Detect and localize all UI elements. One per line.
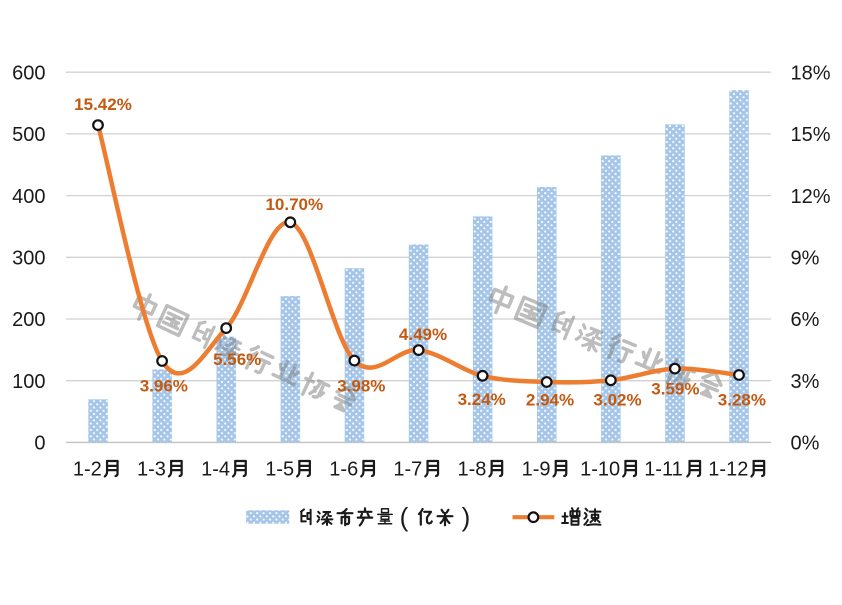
svg-text:(: ( [400, 502, 409, 532]
svg-text:100: 100 [12, 371, 45, 393]
svg-text:1-2: 1-2 [73, 459, 102, 481]
svg-text:200: 200 [12, 309, 45, 331]
svg-text:1-6: 1-6 [329, 459, 358, 481]
svg-text:15.42%: 15.42% [74, 95, 132, 114]
svg-text:1-8: 1-8 [458, 459, 487, 481]
svg-text:1-11: 1-11 [644, 459, 683, 481]
svg-text:3.24%: 3.24% [458, 390, 506, 409]
svg-text:5.56%: 5.56% [213, 350, 261, 369]
svg-text:1-10: 1-10 [580, 459, 620, 481]
svg-text:3.98%: 3.98% [337, 377, 385, 396]
svg-text:1-7: 1-7 [393, 459, 422, 481]
svg-text:500: 500 [12, 124, 45, 146]
svg-text:0%: 0% [791, 433, 820, 455]
svg-text:12%: 12% [791, 186, 831, 208]
svg-text:3.96%: 3.96% [140, 377, 188, 396]
svg-text:4.49%: 4.49% [399, 325, 447, 344]
svg-text:1-3: 1-3 [137, 459, 166, 481]
svg-text:1-9: 1-9 [522, 459, 551, 481]
svg-text:18%: 18% [791, 62, 831, 84]
svg-text:0: 0 [34, 433, 45, 455]
svg-text:1-4: 1-4 [201, 459, 230, 481]
svg-text:400: 400 [12, 186, 45, 208]
svg-text:6%: 6% [791, 309, 820, 331]
svg-text:3.59%: 3.59% [651, 380, 699, 399]
svg-text:3.28%: 3.28% [718, 391, 766, 410]
svg-text:15%: 15% [791, 124, 831, 146]
svg-text:1-5: 1-5 [265, 459, 294, 481]
svg-text:9%: 9% [791, 248, 820, 270]
svg-text:300: 300 [12, 248, 45, 270]
svg-text:10.70%: 10.70% [265, 195, 323, 214]
svg-text:3.02%: 3.02% [593, 391, 641, 410]
svg-text:): ) [462, 502, 471, 532]
svg-text:2.94%: 2.94% [526, 391, 574, 410]
svg-text:3%: 3% [791, 371, 820, 393]
svg-text:600: 600 [12, 62, 45, 84]
svg-text:1-12: 1-12 [708, 459, 748, 481]
